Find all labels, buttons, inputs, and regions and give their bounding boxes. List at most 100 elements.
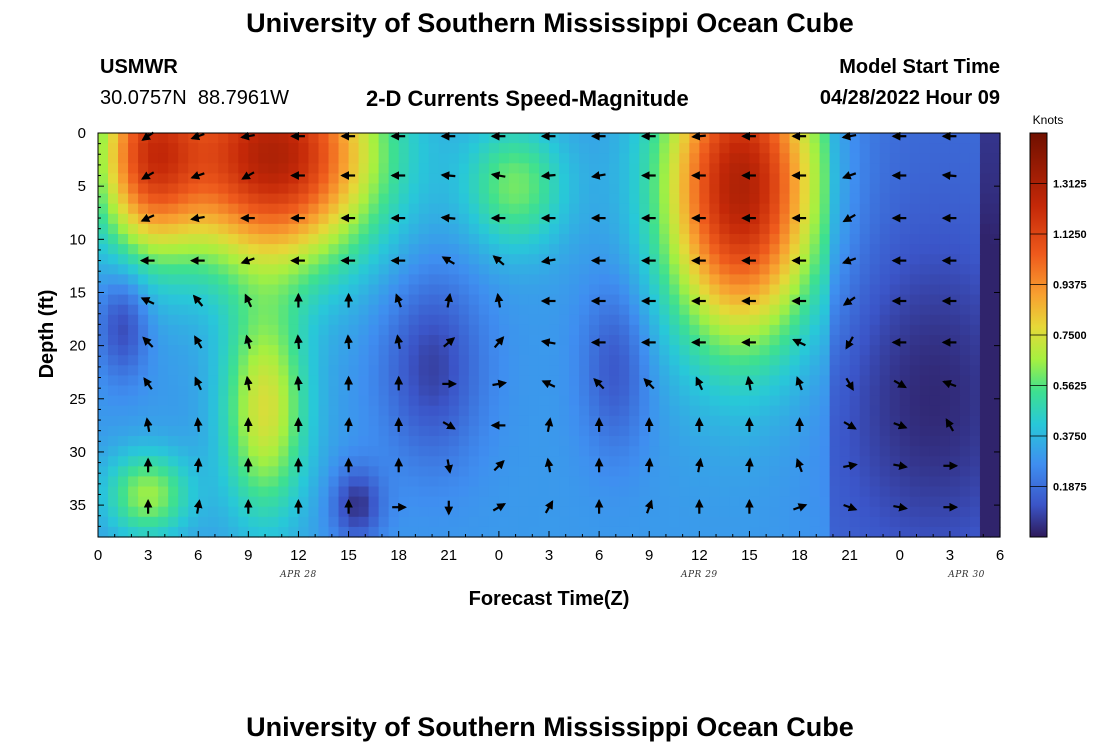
heatmap-cell xyxy=(188,163,199,174)
heatmap-cell xyxy=(288,284,300,296)
heatmap-cell xyxy=(609,223,620,235)
heatmap-cell xyxy=(699,345,710,356)
heatmap-cell xyxy=(378,223,390,235)
heatmap-cell xyxy=(709,365,720,376)
heatmap-cell xyxy=(238,345,249,356)
heatmap-cell xyxy=(118,395,129,407)
heatmap-cell xyxy=(589,476,600,488)
heatmap-cell xyxy=(408,335,420,346)
heatmap-cell xyxy=(388,143,400,154)
heatmap-cell xyxy=(468,234,480,245)
heatmap-cell xyxy=(198,456,209,467)
heatmap-cell xyxy=(158,193,169,205)
heatmap-cell xyxy=(889,183,901,195)
heatmap-cell xyxy=(268,294,279,306)
heatmap-cell xyxy=(809,355,821,366)
heatmap-cell xyxy=(108,294,119,306)
heatmap-cell xyxy=(308,335,320,346)
date-label: APR 30 xyxy=(948,570,985,580)
heatmap-cell xyxy=(318,385,330,397)
heatmap-cell xyxy=(298,153,310,164)
heatmap-cell xyxy=(178,466,189,477)
heatmap-cell xyxy=(619,385,630,397)
heatmap-cell xyxy=(969,456,981,467)
heatmap-cell xyxy=(909,264,921,275)
heatmap-cell xyxy=(508,173,520,185)
heatmap-cell xyxy=(929,506,941,518)
heatmap-cell xyxy=(809,213,821,225)
heatmap-cell xyxy=(649,324,660,336)
heatmap-cell xyxy=(518,314,530,326)
heatmap-cell xyxy=(168,133,179,144)
heatmap-cell xyxy=(258,335,269,346)
heatmap-cell xyxy=(989,345,1001,356)
heatmap-cell xyxy=(398,244,410,255)
heatmap-cell xyxy=(609,304,620,316)
heatmap-cell xyxy=(989,163,1001,174)
heatmap-cell xyxy=(929,153,941,164)
heatmap-cell xyxy=(979,183,991,195)
heatmap-cell xyxy=(98,223,109,235)
heatmap-cell xyxy=(318,223,330,235)
heatmap-cell xyxy=(248,234,259,245)
heatmap-cell xyxy=(298,395,310,407)
current-arrow xyxy=(294,375,303,391)
heatmap-cell xyxy=(278,415,290,427)
heatmap-cell xyxy=(318,506,330,518)
heatmap-cell xyxy=(338,203,350,215)
current-arrow xyxy=(793,503,808,512)
heatmap-cell xyxy=(669,375,680,387)
heatmap-cell xyxy=(178,213,189,225)
heatmap-cell xyxy=(559,133,570,144)
heatmap-cell xyxy=(909,516,921,528)
heatmap-cell xyxy=(218,173,229,185)
heatmap-cell xyxy=(749,446,761,457)
heatmap-cell xyxy=(609,274,620,286)
heatmap-cell xyxy=(208,314,219,326)
heatmap-cell xyxy=(959,163,971,174)
heatmap-cell xyxy=(148,486,159,498)
heatmap-cell xyxy=(318,213,330,225)
heatmap-cell xyxy=(358,466,370,477)
heatmap-cell xyxy=(318,436,330,447)
heatmap-cell xyxy=(989,193,1001,205)
heatmap-cell xyxy=(569,284,580,296)
heatmap-cell xyxy=(919,335,931,346)
heatmap-cell xyxy=(559,264,570,275)
heatmap-cell xyxy=(559,183,570,195)
heatmap-cell xyxy=(308,466,320,477)
heatmap-cell xyxy=(328,385,340,397)
heatmap-cell xyxy=(458,425,470,437)
heatmap-cell xyxy=(599,456,610,467)
heatmap-cell xyxy=(228,163,239,174)
heatmap-cell xyxy=(248,274,259,286)
heatmap-cell xyxy=(619,254,630,265)
heatmap-cell xyxy=(809,203,821,215)
heatmap-cell xyxy=(879,446,891,457)
heatmap-cell xyxy=(258,254,269,265)
heatmap-cell xyxy=(719,496,730,508)
heatmap-cell xyxy=(288,234,300,245)
heatmap-cell xyxy=(629,244,640,255)
heatmap-cell xyxy=(98,163,109,174)
heatmap-cell xyxy=(959,203,971,215)
heatmap-cell xyxy=(889,314,901,326)
heatmap-cell xyxy=(859,173,871,185)
heatmap-cell xyxy=(298,264,310,275)
heatmap-cell xyxy=(258,234,269,245)
heatmap-cell xyxy=(829,294,841,306)
heatmap-cell xyxy=(128,446,139,457)
heatmap-cell xyxy=(859,133,871,144)
x-tick-label: 0 xyxy=(896,547,904,564)
heatmap-cell xyxy=(278,385,290,397)
heatmap-cell xyxy=(168,476,179,488)
heatmap-cell xyxy=(128,163,139,174)
heatmap-cell xyxy=(98,173,109,185)
heatmap-cell xyxy=(508,254,520,265)
heatmap-cell xyxy=(188,365,199,376)
heatmap-cell xyxy=(729,234,741,245)
heatmap-cell xyxy=(298,274,310,286)
heatmap-cell xyxy=(819,375,831,387)
heatmap-cell xyxy=(759,516,771,528)
heatmap-cell xyxy=(448,355,460,366)
